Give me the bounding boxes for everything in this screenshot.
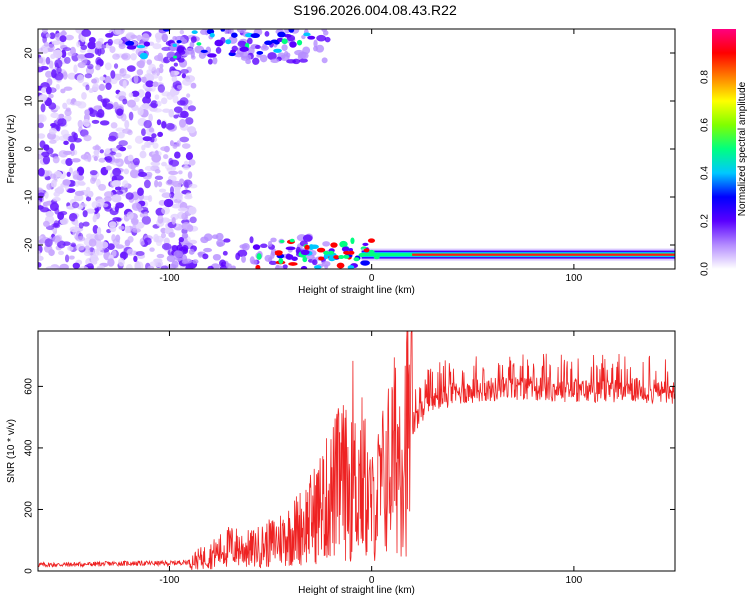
heatmap-x-tick-label: 0	[369, 273, 375, 284]
heatmap-y-tick-label: -20	[24, 237, 35, 252]
line-y-axis-label: SNR (10 * v/v)	[6, 419, 17, 483]
carrier-peak	[412, 253, 675, 256]
colorbar	[712, 29, 736, 269]
heatmap-x-axis-label: Height of straight line (km)	[298, 285, 415, 296]
line-x-axis-label: Height of straight line (km)	[298, 585, 415, 596]
heatmap-texture	[38, 29, 675, 269]
heatmap-x-tick-label: 100	[566, 273, 583, 284]
colorbar-tick-label: 0.8	[700, 70, 711, 84]
heatmap-x-tick-label: -100	[159, 273, 179, 284]
heatmap-y-axis-label: Frequency (Hz)	[6, 115, 17, 184]
colorbar-tick-label: 0.2	[700, 214, 711, 228]
colorbar-tick-label: 0.6	[700, 118, 711, 132]
colorbar-tick-label: 0.4	[700, 166, 711, 180]
line-plot-frame	[37, 330, 676, 572]
line-y-tick-label: 0	[24, 568, 35, 574]
colorbar-label: Normalized spectral amplitude	[737, 81, 748, 216]
heatmap-y-tick-label: 20	[24, 47, 35, 59]
heatmap-y-tick-label: 10	[24, 95, 35, 107]
heatmap-y-tick-label: -10	[24, 189, 35, 204]
colorbar-tick-label: 0.0	[700, 262, 711, 276]
line-x-tick-label: 100	[566, 575, 583, 586]
snr-series-line	[38, 331, 675, 570]
chart-title: S196.2026.004.08.43.R22	[293, 2, 457, 18]
line-y-tick-label: 400	[24, 439, 35, 456]
line-y-tick-label: 200	[24, 501, 35, 518]
line-x-tick-label: -100	[159, 575, 179, 586]
line-y-tick-label: 600	[24, 378, 35, 395]
heatmap-y-tick-label: 0	[24, 146, 35, 152]
line-x-tick-label: 0	[369, 575, 375, 586]
